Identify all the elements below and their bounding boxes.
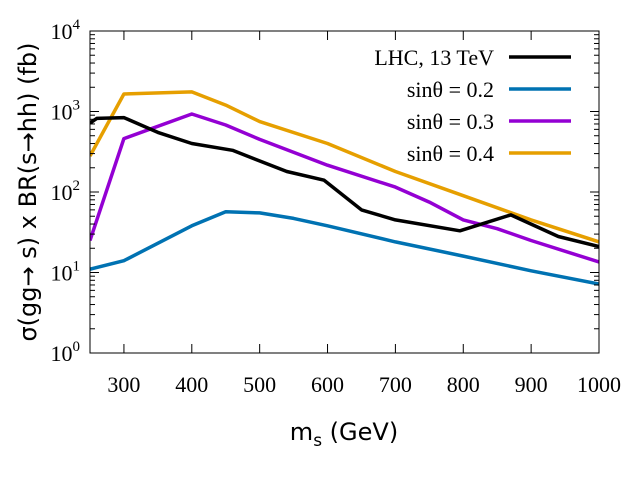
y-tick-label: 104 <box>51 17 81 44</box>
y-axis-title: σ(gg→ s) x BR(s→hh) (fb) <box>14 42 42 341</box>
x-axis-title-unit: (GeV) <box>322 418 398 446</box>
x-tick-label: 300 <box>107 372 140 397</box>
legend: LHC, 13 TeV sinθ = 0.2 sinθ = 0.3 sinθ = 0.… <box>374 45 571 166</box>
y-tick-label: 100 <box>51 339 81 366</box>
x-tick-label: 700 <box>379 372 412 397</box>
legend-label: LHC, 13 TeV <box>374 45 494 70</box>
x-tick-label: 600 <box>311 372 344 397</box>
x-tick-label: 900 <box>515 372 548 397</box>
series-layer <box>90 90 599 286</box>
x-axis-title-main: m <box>290 418 313 446</box>
ticks-layer <box>90 30 600 354</box>
series-line-1 <box>90 209 599 286</box>
x-axis-title: ms (GeV) <box>290 418 398 451</box>
y-tick-label: 103 <box>51 98 81 125</box>
x-axis-title-sub: s <box>313 431 322 451</box>
series-line-0 <box>90 115 599 249</box>
x-tick-label: 500 <box>243 372 276 397</box>
x-tick-label: 800 <box>447 372 480 397</box>
legend-label: sinθ = 0.2 <box>407 77 494 102</box>
plot-frame <box>89 30 600 354</box>
y-tick-label: 101 <box>51 259 81 286</box>
legend-label: sinθ = 0.4 <box>407 141 494 166</box>
x-tick-label: 1000 <box>577 372 621 397</box>
legend-label: sinθ = 0.3 <box>407 109 494 134</box>
x-tick-label: 400 <box>175 372 208 397</box>
series-line-3 <box>90 90 599 244</box>
y-tick-label: 102 <box>51 178 81 205</box>
tick-labels-layer: 300 400 500 600 700 800 900 1000 100 101 102 103 104 <box>51 17 622 397</box>
series-line-2 <box>90 112 599 264</box>
